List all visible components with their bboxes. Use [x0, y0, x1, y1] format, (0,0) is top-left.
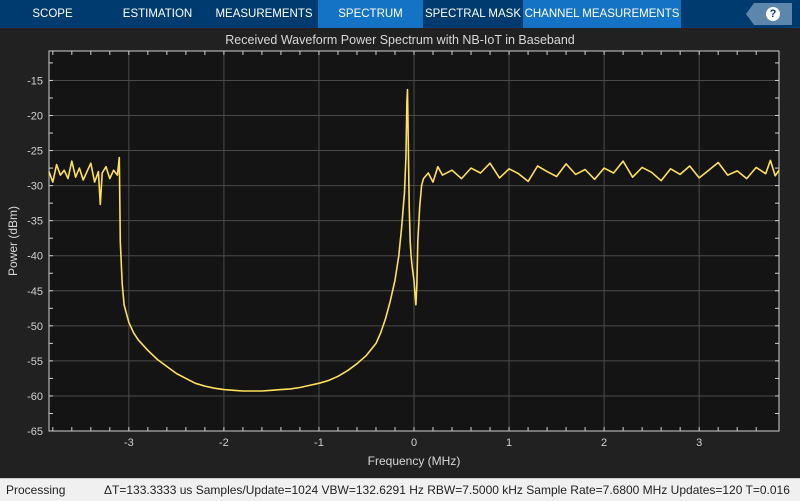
y-axis-label: Power (dBm)	[6, 206, 20, 276]
x-tick-label: 3	[696, 437, 702, 449]
tab-estimation[interactable]: ESTIMATION	[122, 8, 193, 20]
y-tick-label: -30	[27, 181, 43, 193]
x-tick-label: 2	[601, 437, 607, 449]
y-tick-label: -50	[27, 321, 43, 333]
y-tick-label: -55	[27, 356, 43, 368]
status-state: Processing	[6, 483, 66, 497]
tab-spectrum[interactable]: SPECTRUM	[318, 0, 423, 28]
status-info: ΔT=133.3333 us Samples/Update=1024 VBW=1…	[104, 483, 790, 497]
spectrum-plot: -3 -2 -1 0 1 2 3 -15 -20 -25 -30 -35 -40 -45 -50 -55 -60…	[6, 50, 780, 468]
spectrum-trace	[48, 88, 780, 392]
y-tick-label: -20	[27, 111, 43, 123]
tab-channel-measurements[interactable]: CHANNEL MEASUREMENTS	[523, 0, 681, 28]
y-tick-label: -65	[27, 426, 43, 438]
y-tick-label: -15	[27, 75, 43, 87]
y-tick-label: -40	[27, 251, 43, 263]
x-tick-label: -1	[314, 437, 324, 449]
tab-scope[interactable]: SCOPE	[32, 8, 73, 20]
x-tick-label: -2	[219, 437, 229, 449]
chart-title: Received Waveform Power Spectrum with NB…	[225, 33, 575, 47]
y-tick-label: -60	[27, 391, 43, 403]
x-axis-label: Frequency (MHz)	[368, 454, 461, 468]
x-tick-label: 1	[506, 437, 512, 449]
status-bar: Processing ΔT=133.3333 us Samples/Update…	[0, 478, 800, 501]
toolstrip: SCOPE ESTIMATION MEASUREMENTS SPECTRUM S…	[0, 0, 800, 28]
tab-spectral-mask[interactable]: SPECTRAL MASK	[424, 8, 522, 20]
help-icon: ?	[766, 7, 780, 21]
y-tick-label: -35	[27, 216, 43, 228]
y-tick-label: -45	[27, 286, 43, 298]
tab-measurements[interactable]: MEASUREMENTS	[215, 8, 313, 20]
x-tick-label: -3	[124, 437, 134, 449]
plot-border	[48, 50, 780, 432]
x-tick-label: 0	[411, 437, 417, 449]
help-button[interactable]: ?	[746, 3, 792, 25]
y-tick-label: -25	[27, 146, 43, 158]
